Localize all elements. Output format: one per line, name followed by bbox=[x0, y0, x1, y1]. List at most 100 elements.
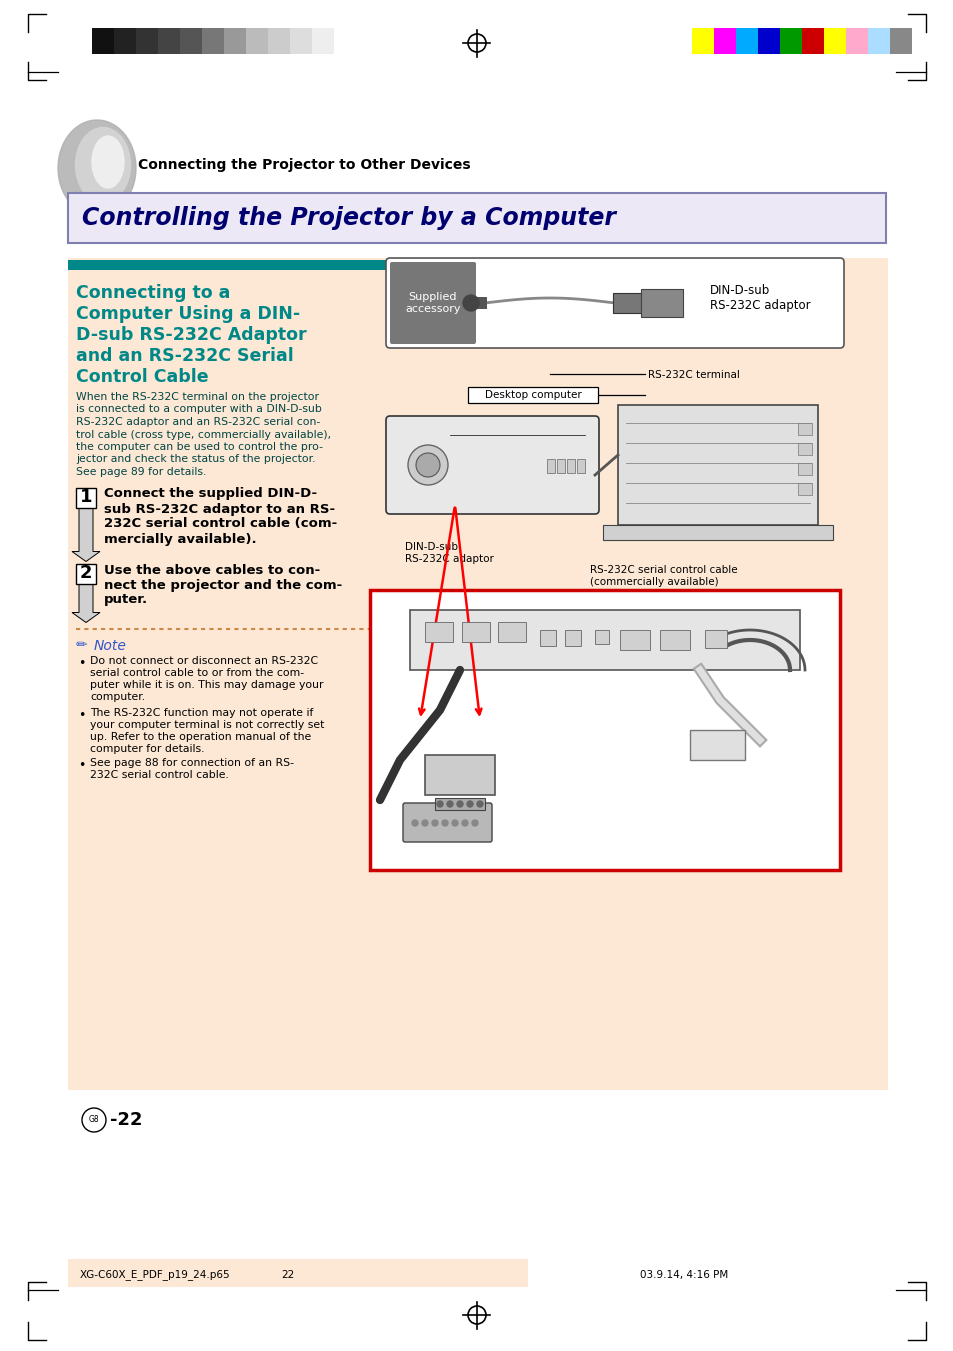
Bar bbox=[823, 28, 845, 54]
Text: XG-C60X_E_PDF_p19_24.p65: XG-C60X_E_PDF_p19_24.p65 bbox=[80, 1270, 231, 1281]
Bar bbox=[735, 28, 758, 54]
Bar bbox=[68, 258, 887, 1090]
Circle shape bbox=[456, 801, 462, 807]
Text: •: • bbox=[78, 708, 85, 721]
Bar bbox=[797, 443, 811, 455]
Text: Connecting to a: Connecting to a bbox=[76, 284, 230, 303]
Circle shape bbox=[441, 820, 448, 825]
Text: jector and check the status of the projector.: jector and check the status of the proje… bbox=[76, 454, 315, 465]
Ellipse shape bbox=[58, 120, 136, 216]
Bar bbox=[113, 28, 136, 54]
Bar bbox=[424, 755, 495, 794]
Text: RS-232C terminal: RS-232C terminal bbox=[647, 370, 740, 380]
Text: Control Cable: Control Cable bbox=[76, 367, 209, 386]
Text: and an RS-232C Serial: and an RS-232C Serial bbox=[76, 347, 294, 365]
Text: 2: 2 bbox=[80, 565, 92, 582]
Text: RS-232C serial control cable
(commercially available): RS-232C serial control cable (commercial… bbox=[589, 565, 737, 586]
FancyBboxPatch shape bbox=[402, 802, 492, 842]
Text: 03.9.14, 4:16 PM: 03.9.14, 4:16 PM bbox=[639, 1270, 727, 1279]
Bar bbox=[602, 526, 832, 540]
Text: Connect the supplied DIN-D-: Connect the supplied DIN-D- bbox=[104, 488, 316, 500]
Text: RS-232C adaptor and an RS-232C serial con-: RS-232C adaptor and an RS-232C serial co… bbox=[76, 417, 320, 427]
Bar bbox=[68, 259, 428, 270]
Circle shape bbox=[461, 820, 468, 825]
Text: computer.: computer. bbox=[90, 693, 145, 703]
Bar bbox=[202, 28, 224, 54]
Circle shape bbox=[421, 820, 428, 825]
Text: mercially available).: mercially available). bbox=[104, 532, 256, 546]
Bar bbox=[780, 28, 801, 54]
Bar bbox=[224, 28, 246, 54]
Circle shape bbox=[462, 295, 478, 311]
Bar bbox=[497, 621, 525, 642]
Text: serial control cable to or from the com-: serial control cable to or from the com- bbox=[90, 669, 304, 678]
Bar bbox=[68, 193, 885, 243]
Text: computer for details.: computer for details. bbox=[90, 743, 204, 754]
Text: •: • bbox=[78, 658, 85, 670]
FancyBboxPatch shape bbox=[390, 262, 476, 345]
Bar bbox=[797, 423, 811, 435]
Polygon shape bbox=[71, 508, 100, 562]
Text: nect the projector and the com-: nect the projector and the com- bbox=[104, 578, 342, 592]
Text: See page 88 for connection of an RS-: See page 88 for connection of an RS- bbox=[90, 758, 294, 769]
Bar bbox=[595, 630, 608, 644]
Bar bbox=[435, 798, 484, 811]
Ellipse shape bbox=[91, 136, 124, 188]
Bar bbox=[689, 730, 744, 761]
Bar bbox=[691, 28, 713, 54]
Text: When the RS-232C terminal on the projector: When the RS-232C terminal on the project… bbox=[76, 392, 318, 403]
Circle shape bbox=[452, 820, 457, 825]
Text: Connecting the Projector to Other Devices: Connecting the Projector to Other Device… bbox=[138, 158, 470, 172]
Bar bbox=[468, 386, 598, 403]
Bar bbox=[557, 459, 564, 473]
FancyBboxPatch shape bbox=[386, 416, 598, 513]
Text: DIN-D-sub
RS-232C adaptor: DIN-D-sub RS-232C adaptor bbox=[405, 542, 494, 563]
Bar bbox=[312, 28, 334, 54]
Bar bbox=[91, 28, 113, 54]
Text: 232C serial control cable (com-: 232C serial control cable (com- bbox=[104, 517, 337, 531]
Bar bbox=[577, 459, 584, 473]
Text: 232C serial control cable.: 232C serial control cable. bbox=[90, 770, 229, 781]
Text: Computer Using a DIN-: Computer Using a DIN- bbox=[76, 305, 300, 323]
Text: sub RS-232C adaptor to an RS-: sub RS-232C adaptor to an RS- bbox=[104, 503, 335, 516]
Text: G8: G8 bbox=[89, 1116, 99, 1124]
Text: 1: 1 bbox=[80, 489, 92, 507]
Circle shape bbox=[447, 801, 453, 807]
Bar bbox=[704, 630, 726, 648]
Text: puter.: puter. bbox=[104, 593, 148, 607]
Ellipse shape bbox=[75, 127, 131, 203]
Bar bbox=[546, 459, 555, 473]
Text: Use the above cables to con-: Use the above cables to con- bbox=[104, 563, 320, 577]
Bar bbox=[889, 28, 911, 54]
Bar bbox=[410, 611, 800, 670]
Bar bbox=[158, 28, 180, 54]
Bar bbox=[246, 28, 268, 54]
Bar bbox=[461, 621, 490, 642]
Bar bbox=[76, 563, 96, 584]
Bar bbox=[801, 28, 823, 54]
Text: See page 89 for details.: See page 89 for details. bbox=[76, 467, 206, 477]
Text: •: • bbox=[78, 759, 85, 773]
Polygon shape bbox=[71, 584, 100, 623]
Text: -22: -22 bbox=[110, 1111, 142, 1129]
Text: D-sub RS-232C Adaptor: D-sub RS-232C Adaptor bbox=[76, 326, 306, 345]
Bar bbox=[619, 630, 649, 650]
Bar bbox=[268, 28, 290, 54]
Bar bbox=[758, 28, 780, 54]
FancyBboxPatch shape bbox=[386, 258, 843, 349]
Circle shape bbox=[408, 444, 448, 485]
Text: ✏: ✏ bbox=[76, 639, 88, 653]
Bar bbox=[180, 28, 202, 54]
Circle shape bbox=[472, 820, 477, 825]
Text: the computer can be used to control the pro-: the computer can be used to control the … bbox=[76, 442, 323, 453]
Text: trol cable (cross type, commercially available),: trol cable (cross type, commercially ava… bbox=[76, 430, 331, 439]
Bar bbox=[867, 28, 889, 54]
Bar bbox=[370, 590, 840, 870]
Text: puter while it is on. This may damage your: puter while it is on. This may damage yo… bbox=[90, 681, 323, 690]
Text: DIN-D-sub
RS-232C adaptor: DIN-D-sub RS-232C adaptor bbox=[709, 284, 810, 312]
Bar bbox=[797, 463, 811, 476]
Text: Supplied
accessory: Supplied accessory bbox=[405, 292, 460, 313]
Text: 22: 22 bbox=[281, 1270, 294, 1279]
Bar bbox=[473, 297, 486, 309]
Bar bbox=[76, 488, 96, 508]
